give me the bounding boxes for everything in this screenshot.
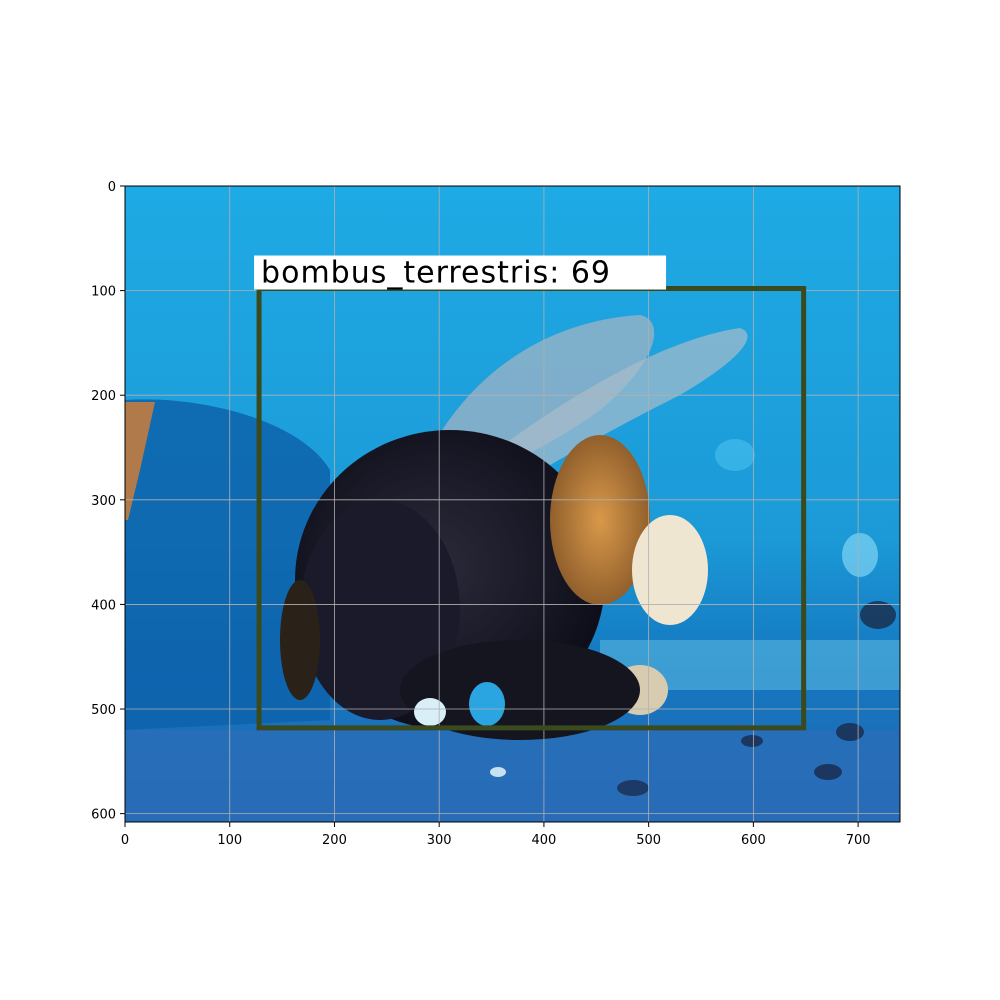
bee-photo	[125, 186, 900, 822]
x-tick-label: 400	[532, 833, 557, 848]
x-tick-label: 700	[846, 833, 871, 848]
y-tick-label: 400	[91, 598, 116, 613]
x-tick-label: 0	[121, 833, 129, 848]
y-tick-label: 200	[91, 389, 116, 404]
y-tick-label: 0	[108, 180, 116, 195]
y-tick-label: 600	[91, 808, 116, 823]
x-tick-label: 500	[636, 833, 661, 848]
y-tick-label: 100	[91, 285, 116, 300]
y-tick-label: 300	[91, 494, 116, 509]
detection-label-background	[254, 255, 667, 290]
y-axis-ticks: 0 100 200 300 400 500 600	[91, 180, 125, 823]
x-tick-label: 600	[741, 833, 766, 848]
y-tick-label: 500	[91, 703, 116, 718]
x-tick-label: 300	[427, 833, 452, 848]
x-tick-label: 100	[217, 833, 242, 848]
x-axis-ticks: 0 100 200 300 400 500 600 700	[121, 822, 871, 848]
axes-frame	[124, 185, 901, 823]
x-tick-label: 200	[322, 833, 347, 848]
detection-label: bombus_terrestris: 69	[261, 256, 611, 291]
